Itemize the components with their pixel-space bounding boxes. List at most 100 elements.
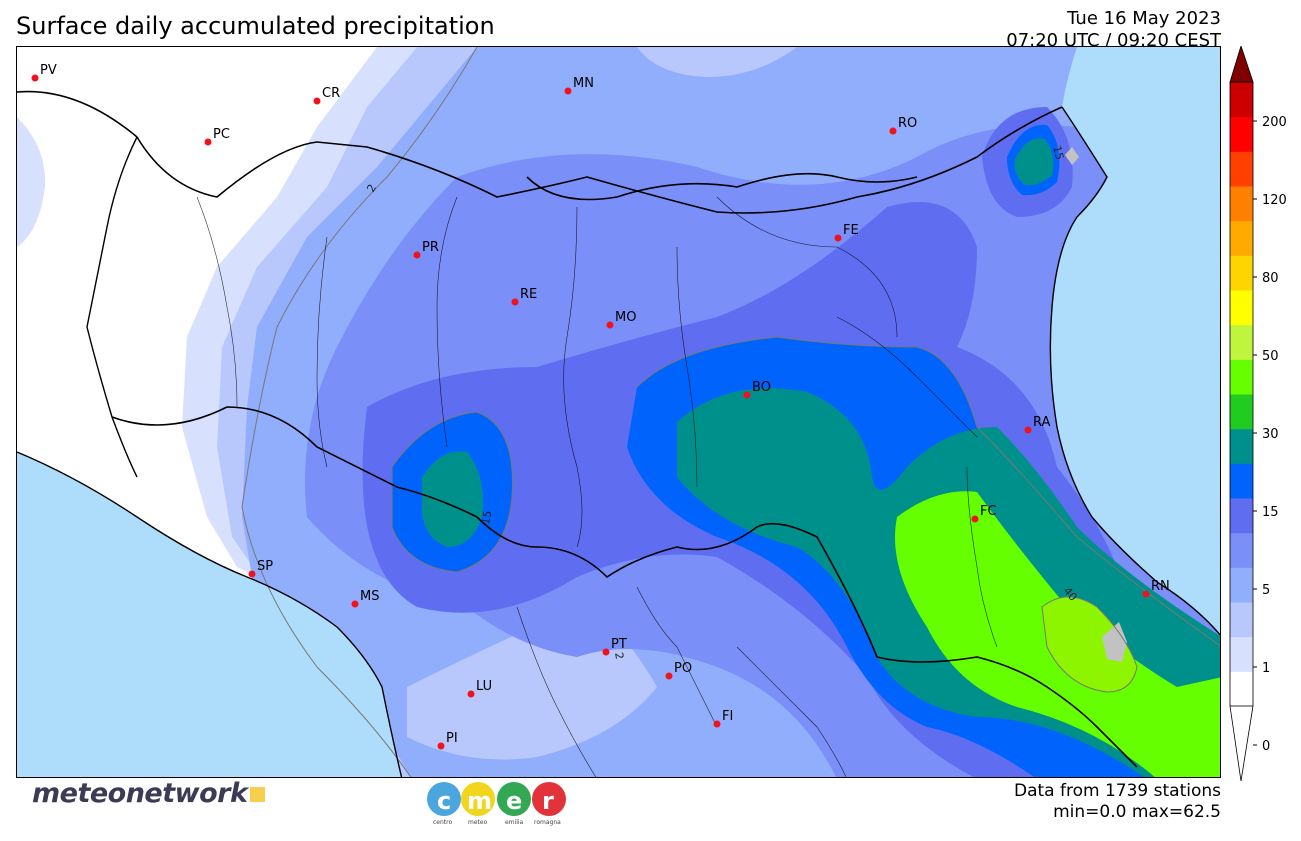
city-mn: MN — [564, 76, 594, 95]
colorbar-segment — [1230, 255, 1253, 291]
colorbar-segment — [1230, 532, 1253, 568]
contour-40 — [1041, 596, 1138, 693]
colorbar-tick-200: 200 — [1262, 115, 1287, 130]
city-fi: FI — [713, 709, 733, 728]
province-borders — [196, 196, 998, 777]
svg-text:PV: PV — [40, 63, 57, 78]
cmer-logo-e: e emilia — [497, 782, 531, 826]
colorbar-ticks: 0 1 5 15 30 50 80 120 200 — [1253, 115, 1287, 754]
colorbar-tick-5: 5 — [1262, 583, 1270, 598]
contour-label-15-west: 15 — [479, 509, 494, 525]
colorbar-frame — [1229, 81, 1254, 707]
city-fc: FC — [971, 504, 997, 523]
precip-band-20-ne — [1014, 138, 1054, 186]
city-pc: PC — [204, 127, 230, 146]
colorbar-segment — [1230, 463, 1253, 499]
city-stations: PV CR MN PC RO FE PR RE MO BO RA FC RN S… — [31, 63, 1170, 750]
colorbar: 0 1 5 15 30 50 80 120 200 — [1229, 44, 1299, 785]
meteonetwork-logo-mark — [250, 787, 266, 802]
cmer-logo-r: r romagna — [532, 782, 566, 826]
city-rn: RN — [1142, 579, 1170, 598]
meteonetwork-logo: meteonetwork — [32, 778, 266, 809]
region-border-west — [86, 136, 138, 478]
colorbar-segment — [1230, 394, 1253, 430]
svg-text:PO: PO — [674, 661, 692, 676]
masked-area-sanmarino — [1102, 622, 1127, 662]
city-ro: RO — [889, 116, 917, 135]
svg-text:PI: PI — [446, 731, 458, 746]
svg-text:m: m — [467, 787, 492, 815]
svg-text:CR: CR — [322, 86, 340, 101]
svg-text:FC: FC — [980, 504, 997, 519]
colorbar-tick-15: 15 — [1262, 505, 1279, 520]
svg-text:MS: MS — [360, 589, 379, 604]
svg-text:PT: PT — [611, 637, 627, 652]
precip-band-20-west — [422, 451, 483, 547]
precip-band-1-north — [637, 47, 797, 77]
colorbar-tick-80: 80 — [1262, 271, 1279, 286]
stations-count-label: Data from 1739 stations — [1014, 781, 1221, 801]
city-pv: PV — [31, 63, 57, 82]
colorbar-max-extend — [1229, 44, 1254, 83]
city-pi: PI — [437, 731, 458, 750]
cmer-logo-svg: c centro m meteo e emilia r romagna — [427, 782, 566, 826]
precip-band-50 — [1042, 597, 1137, 692]
chart-title: Surface daily accumulated precipitation — [16, 12, 495, 40]
adriatic-sea — [1050, 47, 1220, 635]
city-lu: LU — [467, 679, 492, 698]
svg-text:LU: LU — [476, 679, 492, 694]
colorbar-segment — [1230, 428, 1253, 464]
svg-text:MN: MN — [573, 76, 594, 91]
colorbar-segments — [1230, 82, 1253, 707]
colorbar-tick-50: 50 — [1262, 349, 1279, 364]
svg-text:RE: RE — [520, 287, 537, 302]
city-mo: MO — [606, 310, 636, 329]
contour-label-2-south: 2 — [612, 651, 626, 660]
colorbar-segment — [1230, 498, 1253, 534]
svg-text:PC: PC — [213, 127, 230, 142]
colorbar-segment — [1230, 151, 1253, 187]
precip-band-0-5-west — [17, 117, 46, 247]
region-border-apennine — [111, 406, 1138, 768]
colorbar-segment — [1230, 602, 1253, 638]
svg-text:SP: SP — [257, 559, 273, 574]
colorbar-segment — [1230, 290, 1253, 326]
svg-text:RO: RO — [898, 116, 917, 131]
colorbar-segment — [1230, 671, 1253, 707]
colorbar-tick-120: 120 — [1262, 193, 1287, 208]
contour-label-15-ne: 15 — [1050, 144, 1066, 161]
colorbar-segment — [1230, 82, 1253, 118]
city-fe: FE — [834, 223, 859, 242]
masked-area-lagoon — [1065, 147, 1079, 165]
date-label: Tue 16 May 2023 — [1067, 8, 1221, 29]
contour-15-west — [391, 411, 514, 573]
contour-15-bo — [636, 336, 1220, 647]
time-label: 07:20 UTC / 09:20 CEST — [1006, 30, 1221, 51]
city-bo: BO — [743, 380, 771, 399]
city-pt: PT — [602, 637, 627, 656]
meteonetwork-logo-text: meteonetwork — [32, 778, 248, 809]
adriatic-coastline — [1049, 106, 1220, 636]
city-re: RE — [511, 287, 537, 306]
map-canvas: 2 15 15 2 40 PV CR MN PC RO FE PR RE MO … — [17, 47, 1220, 777]
colorbar-segment — [1230, 186, 1253, 222]
city-po: PO — [665, 661, 692, 680]
city-cr: CR — [313, 86, 340, 105]
colorbar-segment — [1230, 116, 1253, 152]
cmer-logo: c centro m meteo e emilia r romagna — [426, 780, 571, 830]
city-sp: SP — [248, 559, 273, 578]
colorbar-tick-0: 0 — [1262, 739, 1270, 754]
colorbar-segment — [1230, 324, 1253, 360]
svg-text:RN: RN — [1151, 579, 1170, 594]
svg-text:r: r — [542, 787, 554, 815]
datetime-block: Tue 16 May 2023 07:20 UTC / 09:20 CEST — [1006, 8, 1221, 52]
svg-text:FI: FI — [722, 709, 733, 724]
precipitation-map: 2 15 15 2 40 PV CR MN PC RO FE PR RE MO … — [16, 46, 1221, 778]
region-border-po — [526, 172, 918, 201]
svg-text:centro: centro — [433, 819, 452, 826]
data-summary: Data from 1739 stations min=0.0 max=62.5 — [1014, 781, 1221, 823]
svg-text:BO: BO — [752, 380, 771, 395]
city-pr: PR — [413, 240, 439, 259]
svg-text:meteo: meteo — [468, 819, 488, 826]
colorbar-segment — [1230, 359, 1253, 395]
